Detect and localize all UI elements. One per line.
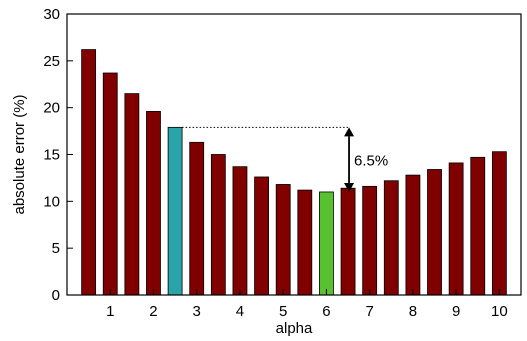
bar (146, 111, 161, 296)
x-tick-label: 1 (106, 303, 114, 320)
bar (232, 166, 248, 296)
bar (210, 154, 226, 296)
bar (81, 49, 97, 296)
bar (427, 169, 442, 296)
y-tick-label: 10 (43, 193, 60, 210)
annotation-arrowhead-top (344, 127, 355, 137)
y-axis-label: absolute error (%) (11, 94, 28, 214)
x-axis-label: alpha (276, 320, 313, 337)
y-tick-label: 15 (43, 147, 60, 164)
x-tick-label: 5 (279, 303, 287, 320)
x-tick-label: 8 (409, 303, 417, 320)
bar (448, 162, 464, 296)
bar-highlighted (319, 191, 334, 296)
bar (405, 174, 421, 296)
y-tick-label: 5 (52, 240, 60, 257)
bar (340, 187, 356, 296)
bar (297, 189, 313, 296)
bar (254, 176, 269, 296)
bar (275, 184, 291, 296)
y-tick-label: 20 (43, 100, 60, 117)
x-ticks-group: 1 2 3 4 5 6 7 8 9 10 (106, 289, 508, 320)
bar (383, 180, 399, 296)
bar (189, 141, 205, 296)
x-tick-label: 9 (452, 303, 460, 320)
bar-highlighted (167, 126, 183, 296)
y-tick-label: 25 (43, 53, 60, 70)
x-tick-label: 10 (491, 303, 508, 320)
x-tick-label: 3 (193, 303, 201, 320)
bar (470, 156, 486, 296)
x-tick-label: 4 (236, 303, 244, 320)
x-tick-label: 2 (149, 303, 157, 320)
annotation-arrowhead-bottom (344, 182, 355, 192)
bar (124, 93, 140, 296)
bar (491, 151, 507, 296)
annotation-label: 6.5% (354, 153, 388, 170)
y-tick-label: 0 (52, 287, 60, 304)
bar (102, 72, 118, 296)
x-tick-label: 6 (322, 303, 330, 320)
x-tick-label: 7 (365, 303, 373, 320)
y-tick-label: 30 (43, 6, 60, 23)
y-ticks-group: 0 5 10 15 20 25 30 (43, 6, 73, 304)
annotation-group: 6.5% (182, 126, 388, 192)
bars-group (81, 49, 507, 296)
bar (362, 185, 378, 296)
